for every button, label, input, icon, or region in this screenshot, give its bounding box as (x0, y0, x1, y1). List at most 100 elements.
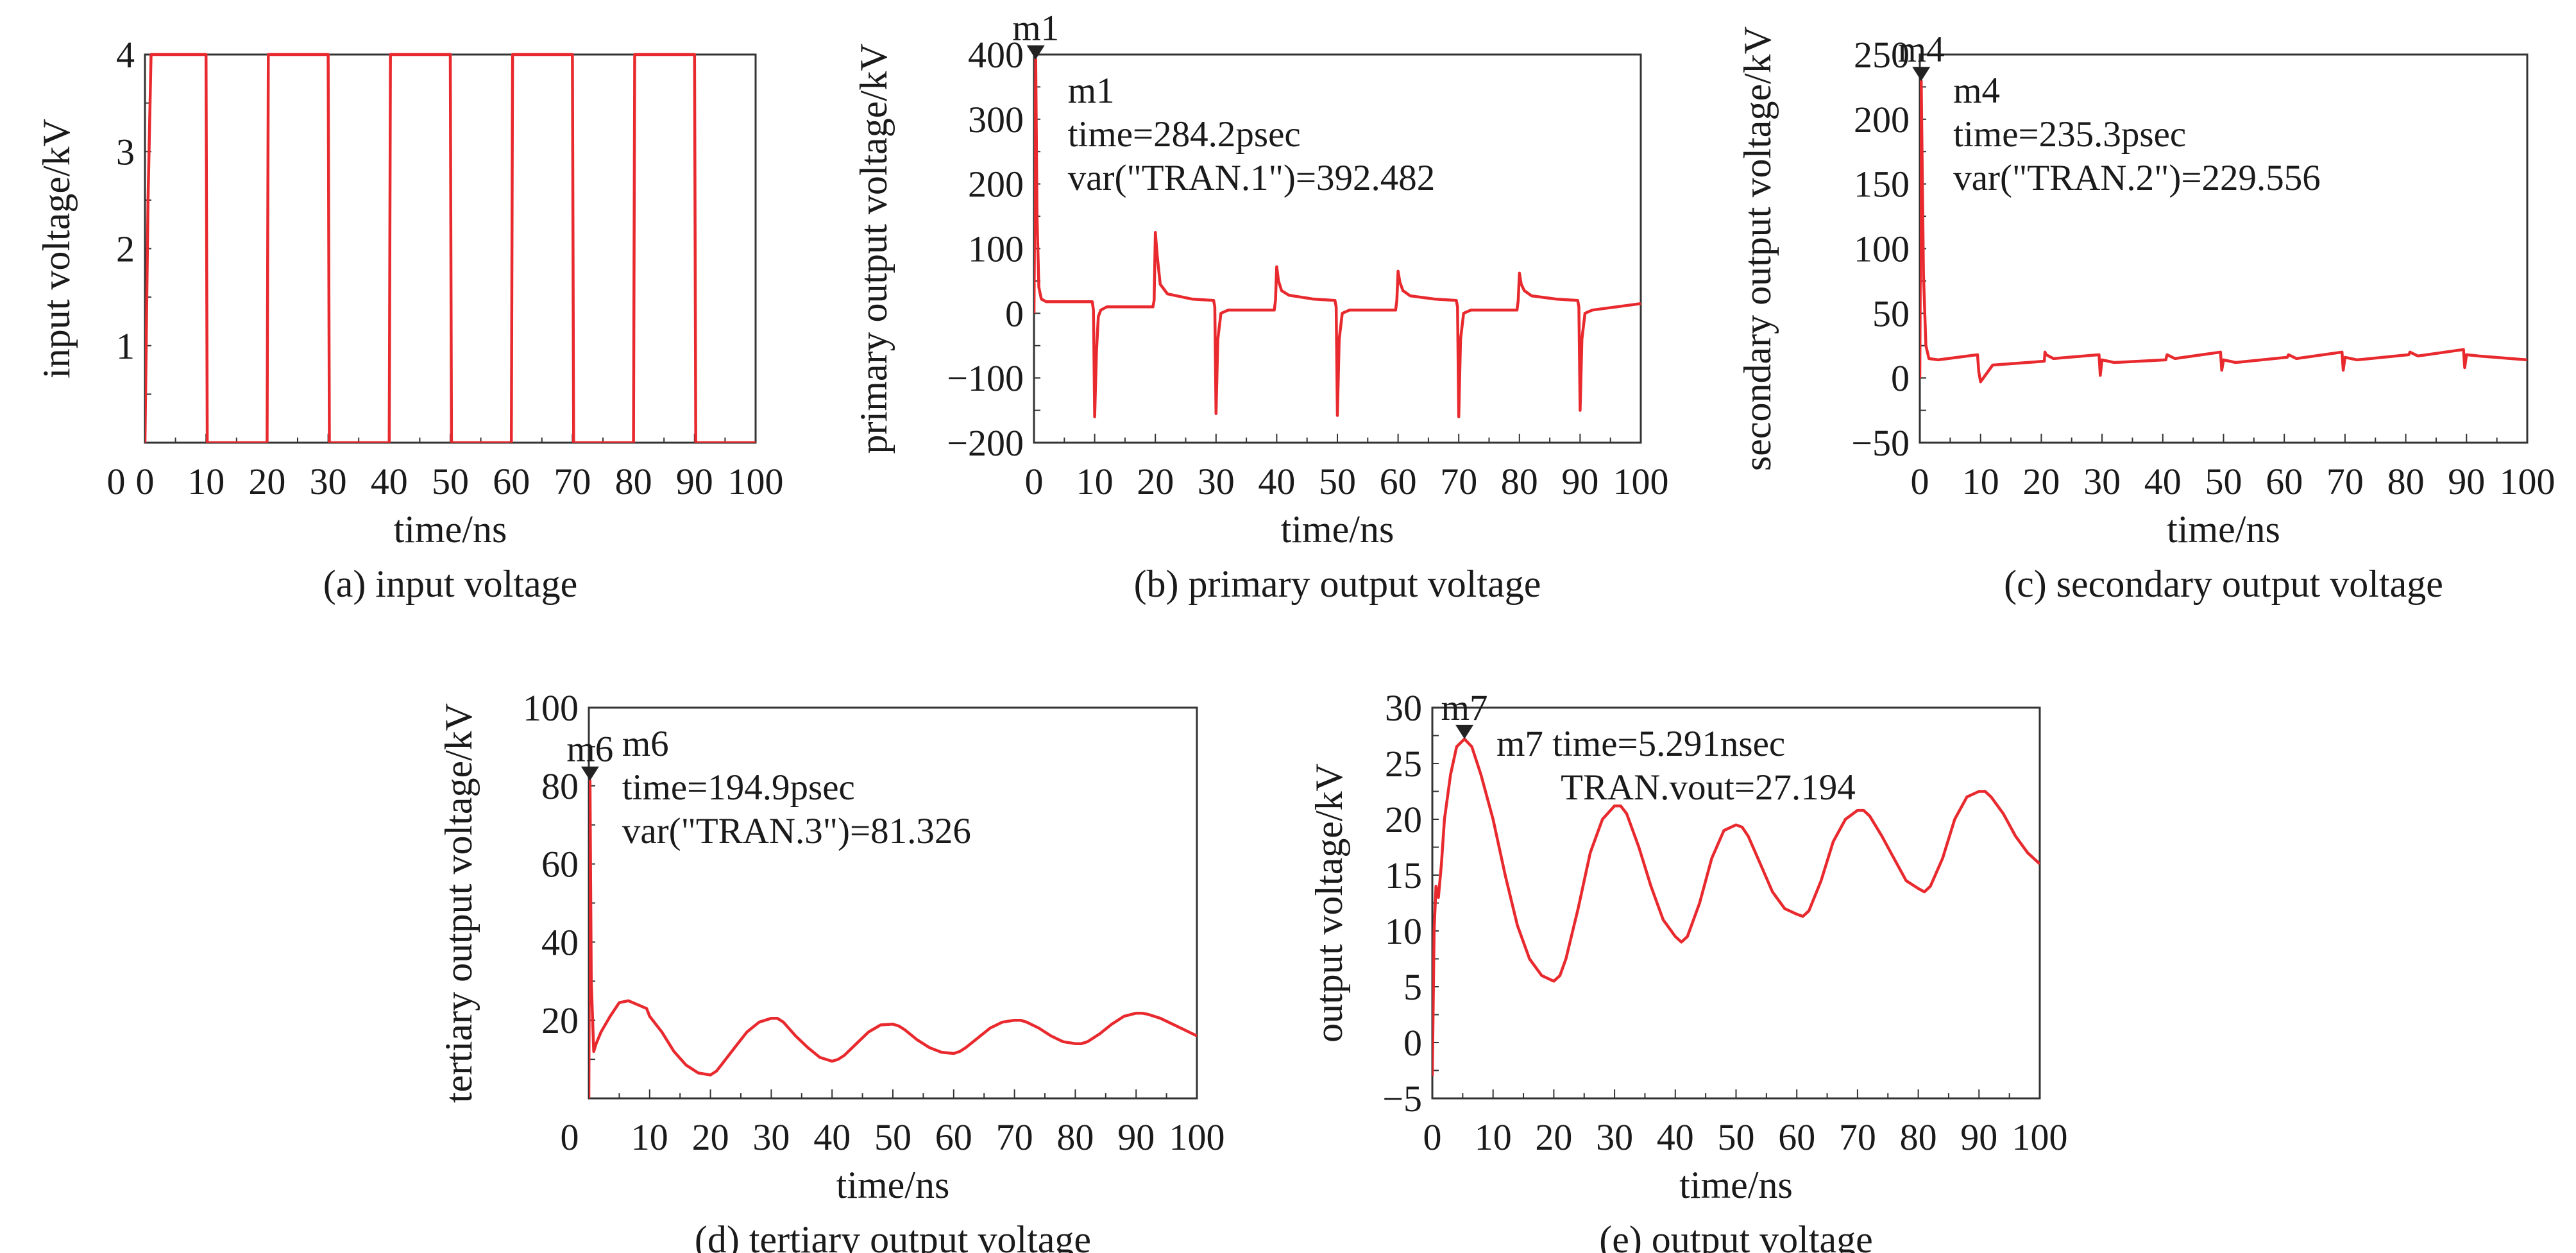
x-tick-label: 10 (1475, 1116, 1512, 1158)
x-tick-label: 50 (2205, 461, 2242, 502)
marker-triangle (1026, 45, 1045, 60)
y-tick-label: 200 (968, 164, 1024, 205)
x-tick-label: 10 (1076, 461, 1114, 502)
marker-triangle (1455, 724, 1474, 739)
x-tick-label: 0 (1911, 461, 1929, 502)
y-tick-label: 80 (541, 765, 579, 807)
marker-annotation-line: var("TRAN.2")=229.556 (1953, 158, 2321, 198)
x-tick-label: 10 (631, 1116, 668, 1158)
marker-label: m7 (1441, 688, 1488, 728)
y-tick-label: 0 (1891, 357, 1910, 399)
y-tick-label: 100 (1854, 228, 1910, 270)
x-tick-label: 20 (1137, 461, 1174, 502)
y-tick-label: 300 (968, 99, 1024, 141)
y-tick-label: −50 (1851, 422, 1910, 464)
marker-annotation-line: time=284.2psec (1068, 114, 1301, 155)
y-tick-label: 100 (968, 228, 1024, 270)
y-tick-label: 60 (541, 844, 579, 885)
plot-frame (1919, 53, 2529, 444)
marker-annotation-line: TRAN.vout=27.194 (1561, 767, 1856, 808)
marker-annotation-line: m1 (1068, 71, 1115, 111)
y-tick-label: −200 (947, 422, 1024, 464)
panel-caption: (e) output voltage (1599, 1218, 1873, 1253)
x-tick-label: 100 (2012, 1116, 2068, 1158)
y-tick-label: 4 (116, 34, 135, 76)
y-axis-label: secondary output voltage/kV (1736, 26, 1779, 471)
x-tick-label: 70 (996, 1116, 1033, 1158)
y-tick-label: 5 (1403, 966, 1422, 1008)
x-tick-label: 80 (2387, 461, 2425, 502)
y-tick-label: 20 (1385, 799, 1422, 840)
y-tick-label: 2 (116, 228, 135, 270)
y-axis-label: primary output voltage/kV (852, 44, 895, 454)
y-axis-label: input voltage/kV (35, 119, 78, 379)
x-tick-label: 80 (1900, 1116, 1937, 1158)
plot-frame (1431, 706, 2041, 1100)
x-tick-label: 40 (371, 461, 408, 502)
x-tick-label: 80 (615, 461, 652, 502)
x-tick-label: 50 (874, 1116, 911, 1158)
panel-caption: (c) secondary output voltage (2004, 563, 2443, 605)
y-tick-label: −5 (1382, 1078, 1422, 1120)
x-tick-label: 40 (2144, 461, 2182, 502)
y-tick-label: 25 (1385, 743, 1422, 785)
chart-panel-4: 0 10 20 30 40 50 60 70 80 90 100−5051015202530time… (1308, 687, 2068, 1253)
panel-caption: (d) tertiary output voltage (695, 1218, 1091, 1253)
y-tick-label: −100 (947, 357, 1024, 399)
series-line-0 (1034, 58, 1641, 418)
x-tick-label: 100 (1169, 1116, 1225, 1158)
x-tick-label: 30 (1198, 461, 1235, 502)
x-tick-label: 30 (752, 1116, 790, 1158)
marker-annotation-line: var("TRAN.1")=392.482 (1068, 158, 1436, 198)
y-tick-label: 250 (1854, 34, 1910, 76)
x-tick-label: 50 (1718, 1116, 1755, 1158)
x-tick-label: 50 (432, 461, 469, 502)
x-tick-label: 0 (136, 461, 155, 502)
x-tick-label: 50 (1319, 461, 1356, 502)
x-tick-label: 20 (1535, 1116, 1572, 1158)
x-tick-label: 40 (813, 1116, 851, 1158)
y-axis-label: tertiary output voltage/kV (437, 703, 480, 1103)
x-tick-label: 10 (1962, 461, 1999, 502)
y-tick-label: 20 (541, 1000, 579, 1041)
x-tick-label: 90 (1960, 1116, 1997, 1158)
x-tick-label: 70 (2326, 461, 2364, 502)
x-tick-label: 0 (1423, 1116, 1442, 1158)
x-tick-label: 60 (2266, 461, 2303, 502)
x-tick-label: 90 (1117, 1116, 1155, 1158)
x-tick-label: 100 (1613, 461, 1669, 502)
x-tick-label: 20 (248, 461, 285, 502)
y-tick-label: 40 (541, 921, 579, 963)
x-tick-label: 70 (554, 461, 591, 502)
marker-annotation-line: time=194.9psec (622, 767, 855, 808)
x-tick-label: 70 (1440, 461, 1477, 502)
chart-panel-3: 10 20 30 40 50 60 70 80 90 100 0 20 40 60 80 100 time/ns… (437, 687, 1225, 1253)
x-tick-label: 70 (1839, 1116, 1876, 1158)
y-tick-label: 1 (116, 325, 135, 367)
marker-annotation-line: time=235.3psec (1953, 114, 2186, 155)
x-tick-label: 60 (935, 1116, 972, 1158)
marker-annotation-line: m7 time=5.291nsec (1496, 724, 1785, 764)
x-tick-label: 20 (2022, 461, 2060, 502)
x-tick-label: 60 (493, 461, 530, 502)
y-tick-label: 3 (116, 131, 135, 173)
marker-annotation-line: m6 (622, 724, 669, 764)
series-line-0 (1920, 79, 2527, 384)
x-tick-label: 80 (1056, 1116, 1094, 1158)
series-line-0 (145, 53, 756, 443)
x-tick-label: 100 (728, 461, 784, 502)
x-tick-label: 30 (310, 461, 347, 502)
x-tick-label: 60 (1778, 1116, 1815, 1158)
x-axis-label: time/ns (2167, 508, 2280, 550)
panel-caption: (b) primary output voltage (1134, 563, 1541, 605)
x-axis-label: time/ns (1281, 508, 1394, 550)
x-axis-label: time/ns (394, 508, 507, 550)
x-tick-label: 0 (107, 461, 126, 502)
x-tick-label: 10 (187, 461, 225, 502)
y-axis-label: output voltage/kV (1308, 763, 1350, 1043)
y-tick-label: 400 (968, 34, 1024, 76)
x-tick-label: 90 (1561, 461, 1598, 502)
x-axis-label: time/ns (1679, 1164, 1793, 1206)
series-line-0 (589, 779, 1197, 1098)
